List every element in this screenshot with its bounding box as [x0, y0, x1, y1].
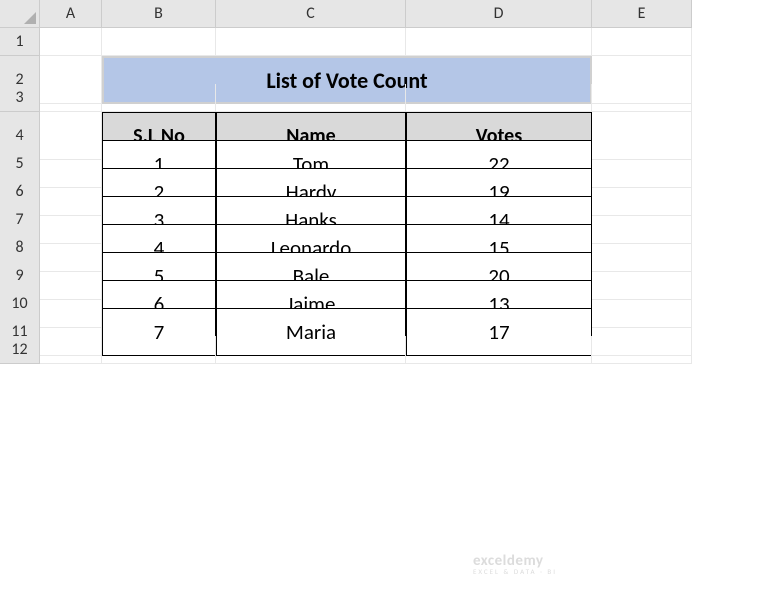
- cell-B1[interactable]: [102, 28, 216, 56]
- watermark-sub: EXCEL & DATA · BI: [473, 567, 557, 576]
- col-header-A[interactable]: A: [40, 0, 102, 28]
- cell-A1[interactable]: [40, 28, 102, 56]
- cell-A12[interactable]: [40, 336, 102, 364]
- cell-B3[interactable]: [102, 84, 216, 112]
- cell-D3[interactable]: [406, 84, 592, 112]
- row-header-3[interactable]: 3: [0, 84, 40, 112]
- cell-E12[interactable]: [592, 336, 692, 364]
- cell-A3[interactable]: [40, 84, 102, 112]
- select-all-corner[interactable]: [0, 0, 40, 28]
- row-header-12[interactable]: 12: [0, 336, 40, 364]
- cell-C1[interactable]: [216, 28, 406, 56]
- col-header-C[interactable]: C: [216, 0, 406, 28]
- cell-D12[interactable]: [406, 336, 592, 364]
- row-header-1[interactable]: 1: [0, 28, 40, 56]
- col-header-E[interactable]: E: [592, 0, 692, 28]
- cell-C3[interactable]: [216, 84, 406, 112]
- col-header-D[interactable]: D: [406, 0, 592, 28]
- cell-E3[interactable]: [592, 84, 692, 112]
- col-header-B[interactable]: B: [102, 0, 216, 28]
- spreadsheet-grid: A B C D E 1 2 List of Vote Count 3 4 S.L…: [0, 0, 767, 364]
- cell-C12[interactable]: [216, 336, 406, 364]
- cell-D1[interactable]: [406, 28, 592, 56]
- watermark-main: exceldemy: [473, 552, 544, 570]
- cell-E1[interactable]: [592, 28, 692, 56]
- cell-B12[interactable]: [102, 336, 216, 364]
- watermark-logo: exceldemy EXCEL & DATA · BI: [473, 552, 557, 576]
